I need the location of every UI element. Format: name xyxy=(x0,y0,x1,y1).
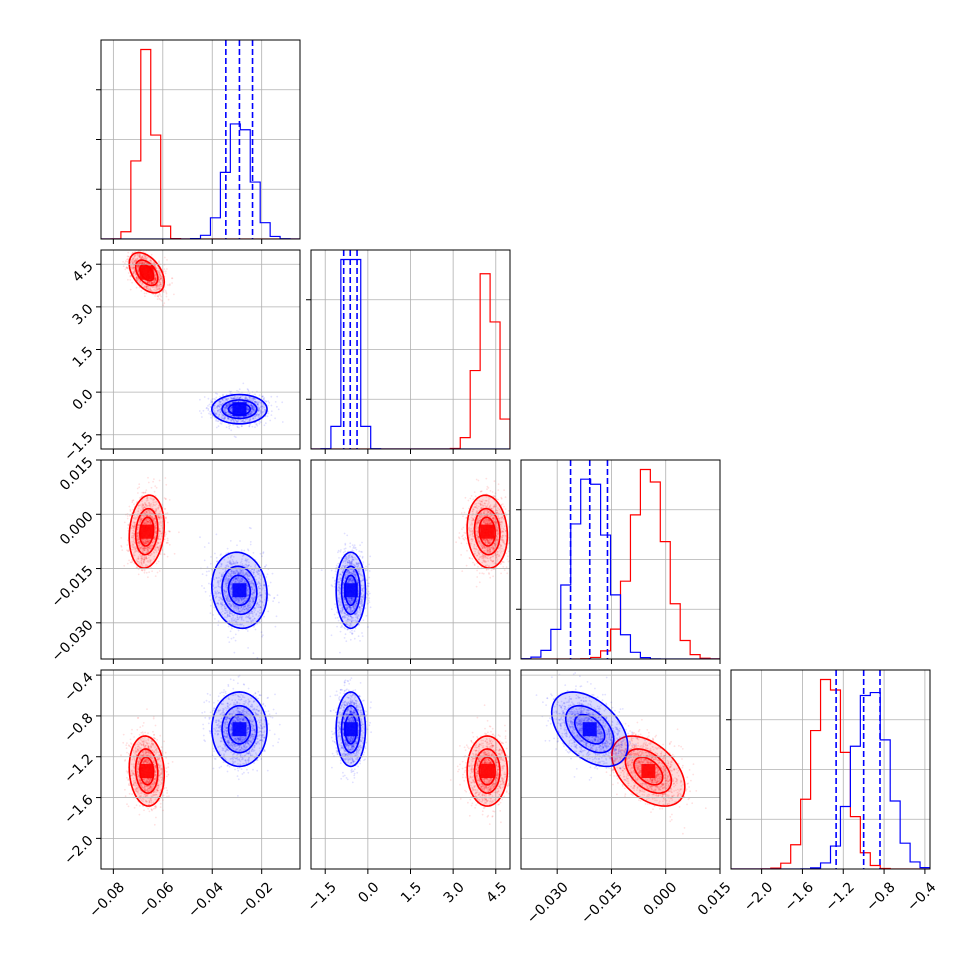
x-tick-label: 0.015 xyxy=(695,879,735,919)
y-tick-label: −0.8 xyxy=(61,710,96,745)
density-peak-b xyxy=(343,722,358,737)
panel-2-0: −0.030 −0.015 0.000 0.015 xyxy=(49,454,301,665)
density-peak-a xyxy=(139,265,154,280)
panel-1-0: −1.5 0.0 1.5 3.0 4.5 xyxy=(61,249,301,464)
panel-3-3: −2.0 −1.6 −1.2 −0.8 −0.4 xyxy=(726,669,940,915)
y-tick-label: −0.015 xyxy=(49,563,97,611)
histogram-series-b xyxy=(101,123,300,239)
panel-frame xyxy=(100,669,301,870)
y-tick-label: −0.030 xyxy=(49,617,97,665)
panel-2-2 xyxy=(516,459,721,664)
x-tick-label: 4.5 xyxy=(483,879,510,906)
density-peak-b xyxy=(232,402,247,417)
histogram-series-b xyxy=(311,258,510,449)
y-tick-label: 0.0 xyxy=(70,386,97,413)
density-peak-b xyxy=(343,583,358,598)
x-tick-label: −0.02 xyxy=(235,879,277,921)
x-tick-label: −1.6 xyxy=(782,879,817,914)
x-tick-label: −0.06 xyxy=(136,879,178,921)
density-peak-a xyxy=(480,524,495,539)
panel-content xyxy=(521,460,720,659)
y-tick-label: 0.015 xyxy=(57,454,97,494)
y-tick-label: −1.5 xyxy=(61,429,96,464)
panel-frame xyxy=(310,249,511,450)
panel-frame xyxy=(520,459,721,660)
density-peak-a xyxy=(480,764,495,779)
panel-content xyxy=(101,460,300,659)
density-peak-a xyxy=(139,524,154,539)
panel-content xyxy=(731,670,930,869)
y-tick-label: 4.5 xyxy=(70,259,97,286)
x-tick-label: −0.015 xyxy=(578,879,626,927)
panel-frame xyxy=(730,669,931,870)
panel-frame xyxy=(100,459,301,660)
panel-frame xyxy=(310,459,511,660)
x-tick-label: −1.5 xyxy=(304,879,339,914)
x-tick-label: −0.030 xyxy=(524,879,572,927)
panel-content xyxy=(101,670,300,869)
panel-frame xyxy=(310,669,511,870)
panel-frame xyxy=(100,249,301,450)
panel-3-1: −1.5 0.0 1.5 3.0 4.5 xyxy=(304,669,511,915)
panel-content xyxy=(101,250,300,449)
y-tick-label: 0.000 xyxy=(57,509,97,549)
histogram-series-b xyxy=(731,691,930,869)
panel-3-2: −0.030 −0.015 0.000 0.015 xyxy=(520,669,735,927)
density-peak-b xyxy=(582,722,597,737)
panel-frame xyxy=(520,669,721,870)
x-tick-label: −0.08 xyxy=(86,879,128,921)
panel-3-0: −2.0 −1.6 −1.2 −0.8 −0.4 −0.08 −0.06 −0.04 −0.02 xyxy=(61,669,301,921)
x-tick-label: −0.8 xyxy=(863,879,898,914)
y-tick-label: −1.2 xyxy=(61,751,96,786)
panel-0-0 xyxy=(96,39,301,244)
y-tick-label: −0.4 xyxy=(61,669,96,704)
density-peak-b xyxy=(232,722,247,737)
panel-2-1 xyxy=(310,459,511,664)
panel-content xyxy=(311,250,510,449)
density-peak-b xyxy=(232,583,247,598)
x-tick-label: −0.4 xyxy=(904,879,939,914)
panel-content xyxy=(311,670,510,869)
y-tick-label: −2.0 xyxy=(61,833,96,868)
x-tick-label: −2.0 xyxy=(741,879,776,914)
panel-frame xyxy=(100,39,301,240)
x-tick-label: 0.000 xyxy=(641,879,681,919)
histogram-series-b xyxy=(521,478,720,659)
density-peak-a xyxy=(139,764,154,779)
x-tick-label: 3.0 xyxy=(441,879,468,906)
x-tick-label: 0.0 xyxy=(355,879,382,906)
x-tick-label: 1.5 xyxy=(398,879,425,906)
x-tick-label: −1.2 xyxy=(823,879,858,914)
panel-content xyxy=(311,460,510,659)
density-peak-a xyxy=(641,764,656,779)
y-tick-label: 1.5 xyxy=(70,344,97,371)
x-tick-label: −0.04 xyxy=(185,879,227,921)
panel-content xyxy=(101,40,300,239)
histogram-series-a xyxy=(101,48,300,239)
y-tick-label: −1.6 xyxy=(61,792,96,827)
panel-1-1 xyxy=(306,249,511,454)
panel-content xyxy=(521,670,720,869)
y-tick-label: 3.0 xyxy=(70,301,97,328)
